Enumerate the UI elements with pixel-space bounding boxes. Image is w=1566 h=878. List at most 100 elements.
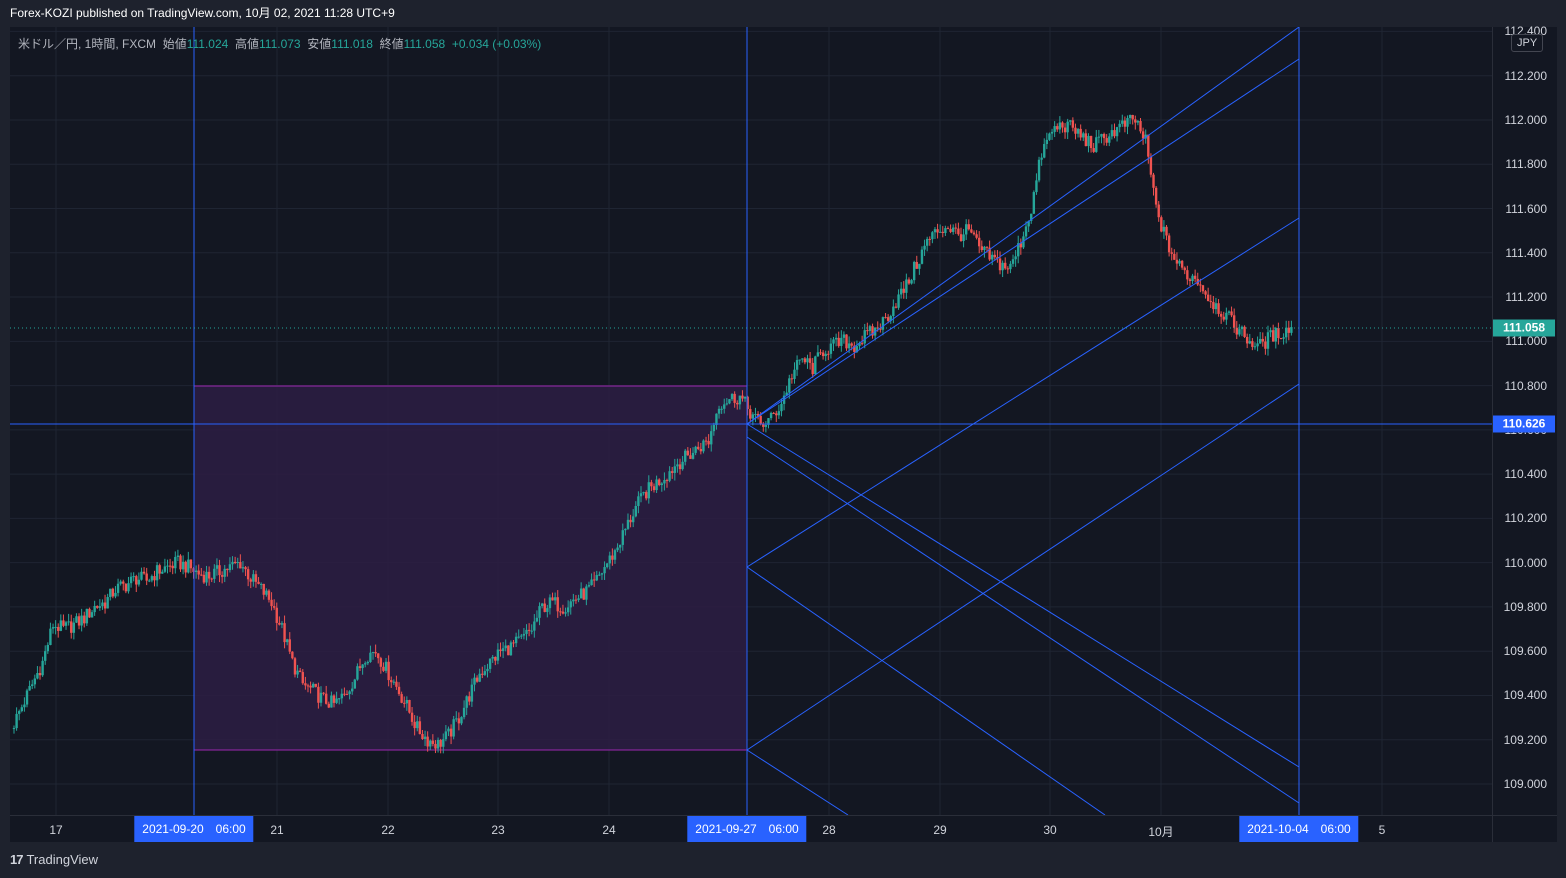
candle[interactable]	[993, 254, 997, 258]
candle[interactable]	[985, 246, 989, 248]
candle[interactable]	[756, 413, 760, 416]
price-axis[interactable]: 112.400 112.200 112.000 111.800 111.600 111.4…	[1492, 24, 1557, 815]
candle[interactable]	[1053, 126, 1056, 132]
candle[interactable]	[694, 446, 697, 453]
candle[interactable]	[33, 678, 37, 685]
candle[interactable]	[462, 707, 466, 718]
candle[interactable]	[556, 597, 559, 612]
candle[interactable]	[629, 519, 632, 523]
candle[interactable]	[1253, 346, 1257, 348]
candle[interactable]	[244, 567, 247, 570]
candle[interactable]	[166, 565, 169, 567]
candle[interactable]	[559, 611, 562, 613]
candle[interactable]	[699, 448, 703, 452]
candle[interactable]	[788, 378, 791, 393]
candle[interactable]	[1079, 128, 1082, 138]
candle[interactable]	[455, 718, 458, 720]
candle[interactable]	[109, 588, 112, 598]
candle[interactable]	[275, 607, 278, 623]
candle[interactable]	[504, 645, 507, 649]
candle[interactable]	[613, 550, 617, 560]
candle[interactable]	[775, 413, 778, 416]
candle[interactable]	[338, 698, 341, 700]
candle[interactable]	[691, 452, 695, 459]
candle[interactable]	[631, 516, 635, 523]
candle[interactable]	[468, 696, 471, 702]
candle[interactable]	[538, 606, 541, 618]
candle[interactable]	[431, 740, 435, 744]
candle[interactable]	[101, 602, 104, 607]
candle[interactable]	[1201, 285, 1205, 292]
candle[interactable]	[64, 622, 68, 626]
candle[interactable]	[369, 652, 372, 662]
candle[interactable]	[676, 464, 679, 467]
candle[interactable]	[361, 664, 364, 669]
candle[interactable]	[1193, 275, 1197, 279]
candle[interactable]	[741, 395, 744, 399]
candle[interactable]	[1144, 134, 1147, 139]
candle[interactable]	[1175, 259, 1179, 264]
candle[interactable]	[324, 693, 328, 704]
candle[interactable]	[228, 564, 232, 571]
candle[interactable]	[886, 317, 890, 321]
candle[interactable]	[585, 586, 588, 600]
candle[interactable]	[494, 656, 497, 661]
candle[interactable]	[824, 353, 827, 357]
candle[interactable]	[902, 288, 905, 293]
candle[interactable]	[392, 681, 396, 683]
candle[interactable]	[1001, 262, 1004, 271]
candle[interactable]	[678, 464, 682, 470]
candle[interactable]	[457, 718, 461, 724]
candle[interactable]	[1149, 156, 1153, 175]
candle[interactable]	[371, 652, 375, 654]
candle[interactable]	[1100, 134, 1103, 137]
candle[interactable]	[142, 571, 146, 574]
candle[interactable]	[1214, 303, 1218, 310]
candle[interactable]	[860, 343, 864, 345]
candle[interactable]	[650, 482, 653, 487]
candle[interactable]	[980, 246, 984, 251]
candle[interactable]	[736, 402, 739, 405]
candle[interactable]	[970, 229, 973, 233]
candle[interactable]	[249, 579, 252, 582]
candle[interactable]	[267, 590, 271, 600]
candle[interactable]	[1066, 121, 1069, 133]
candle[interactable]	[1277, 327, 1280, 339]
candle[interactable]	[665, 480, 669, 482]
candle[interactable]	[704, 440, 708, 442]
candle[interactable]	[1269, 330, 1272, 333]
candle[interactable]	[18, 711, 21, 714]
fan-line-down-2[interactable]	[746, 436, 1300, 804]
candle[interactable]	[951, 227, 955, 232]
candle[interactable]	[964, 224, 968, 235]
candle[interactable]	[697, 446, 700, 449]
candle[interactable]	[124, 583, 128, 592]
candle[interactable]	[38, 672, 42, 676]
candle[interactable]	[1152, 174, 1155, 188]
candle[interactable]	[525, 629, 528, 634]
candle[interactable]	[475, 677, 479, 682]
candle[interactable]	[36, 672, 39, 679]
candle[interactable]	[626, 519, 630, 529]
candle[interactable]	[899, 288, 903, 295]
candle[interactable]	[879, 328, 882, 330]
candle[interactable]	[1084, 133, 1088, 147]
candle[interactable]	[793, 369, 796, 379]
candle[interactable]	[293, 658, 297, 675]
candle[interactable]	[514, 636, 518, 644]
candle[interactable]	[205, 571, 208, 583]
candle[interactable]	[749, 409, 752, 419]
candle[interactable]	[80, 615, 83, 626]
candle[interactable]	[1183, 267, 1186, 271]
candle[interactable]	[213, 568, 216, 579]
candle[interactable]	[1180, 260, 1184, 268]
candle[interactable]	[1235, 327, 1238, 335]
candle[interactable]	[106, 597, 109, 609]
candle[interactable]	[1014, 256, 1017, 260]
candle[interactable]	[330, 695, 333, 708]
candle[interactable]	[358, 666, 362, 669]
candle[interactable]	[972, 232, 976, 235]
candle[interactable]	[1095, 137, 1098, 152]
candle[interactable]	[522, 633, 526, 636]
candle[interactable]	[616, 547, 619, 551]
